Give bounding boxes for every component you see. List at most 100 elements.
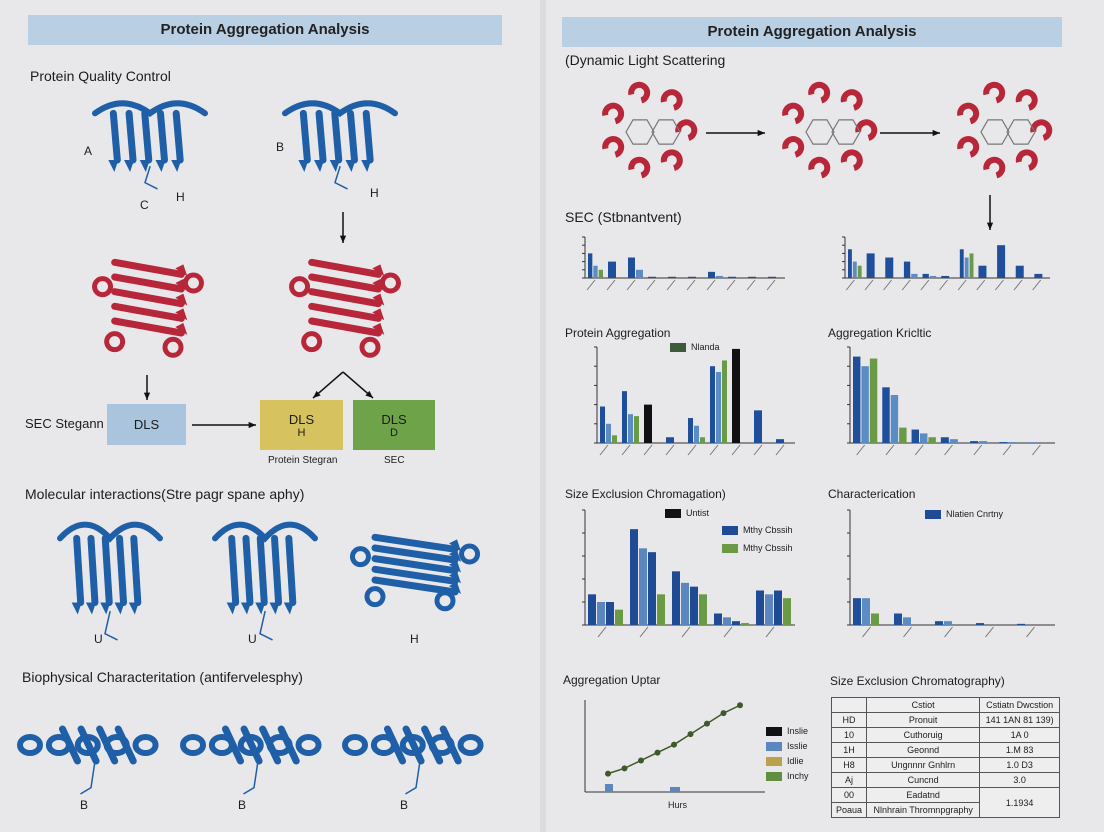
bar	[615, 609, 623, 625]
ribbon	[59, 725, 81, 765]
x-tick-label	[621, 444, 631, 456]
dls-green-box: DLS D	[353, 400, 435, 450]
x-tick-label	[746, 279, 756, 291]
ribbon	[371, 544, 459, 564]
bar	[588, 253, 593, 278]
yellow-box-caption: Protein Stegran	[268, 455, 338, 466]
ribbon	[308, 317, 382, 337]
helix-loop	[602, 136, 625, 158]
x-tick-label	[1013, 279, 1023, 291]
x-tick-label	[883, 279, 892, 291]
protein-structure-icon	[17, 725, 159, 795]
ring	[1006, 119, 1036, 145]
bar	[630, 529, 638, 625]
arrowhead	[329, 160, 340, 172]
data-point	[737, 702, 743, 709]
ribbon	[101, 534, 113, 606]
table-row: Aj Cuncnd 3.0	[830, 772, 1060, 788]
table-row: HD Pronuit 141 1AN 81 139)	[830, 712, 1060, 728]
bar	[1017, 623, 1025, 625]
uptake-legend: Inslie Isslie Idlie Inchy	[766, 726, 809, 786]
ribbon	[331, 109, 343, 164]
sec-stegann-label: SEC Stegann	[25, 416, 104, 431]
sec-data-table: Cstiot Cstiatn Dwcstion HD Pronuit 141 1AN …	[830, 697, 1060, 818]
table-cell: 1A 0	[979, 727, 1060, 743]
arrowhead	[449, 571, 461, 584]
bar	[700, 437, 705, 443]
helix-coil	[180, 734, 206, 756]
bar	[866, 253, 875, 278]
x-tick-label	[914, 444, 924, 456]
green-box-title: DLS	[381, 411, 407, 427]
ribbon	[87, 534, 99, 606]
bar	[657, 594, 665, 625]
helix-loop	[628, 156, 651, 179]
data-point	[654, 749, 661, 756]
bar	[732, 621, 740, 625]
ribbon	[111, 273, 185, 293]
protein-label-b: B	[276, 140, 285, 154]
bar	[944, 621, 952, 625]
sec2-legend-b: Mthy Cbssih Mthy Cbssih	[722, 525, 793, 561]
bar	[628, 257, 635, 278]
bar	[668, 276, 676, 278]
x-tick-label	[957, 279, 967, 291]
x-tick-label	[1032, 279, 1042, 291]
ribbon	[111, 302, 185, 322]
arrowhead	[175, 293, 188, 306]
arrowhead	[114, 602, 125, 615]
arrowhead	[372, 264, 385, 277]
bar	[672, 571, 680, 625]
arrowhead	[175, 323, 188, 335]
ribbon	[405, 760, 421, 795]
bar	[940, 437, 949, 443]
protein-label-c: C	[140, 198, 149, 212]
yellow-box-sub: H	[297, 426, 306, 439]
bar	[999, 442, 1008, 443]
ribbon	[402, 725, 425, 765]
bar	[848, 249, 852, 278]
protein-label-h: H	[176, 190, 185, 204]
helix-loop	[957, 102, 980, 125]
table-cell: Ungnnnr Gnhlrn	[866, 757, 981, 773]
characterization-title: Characterication	[828, 487, 916, 501]
arrowhead	[372, 293, 385, 306]
arrowhead	[124, 160, 135, 172]
ribbon	[92, 100, 208, 118]
bar	[949, 439, 958, 443]
bar	[783, 598, 791, 625]
sec-title: SEC (Stbnantvent)	[565, 209, 682, 225]
ribbon	[80, 760, 96, 795]
bar	[997, 245, 1006, 278]
bar	[964, 257, 969, 278]
bar	[903, 261, 911, 278]
x-tick-label	[973, 444, 983, 456]
arrowhead	[85, 602, 96, 615]
bar	[853, 356, 861, 443]
ribbon	[109, 109, 121, 164]
x-tick-label	[1031, 444, 1041, 456]
ribbon	[144, 165, 158, 190]
legend-label: Idlie	[787, 756, 804, 766]
table-row: 10 Cuthoruig 1A 0	[830, 727, 1060, 743]
helix-coil	[132, 734, 159, 756]
ribbon	[259, 610, 273, 641]
ribbon	[114, 725, 137, 765]
arrowhead	[128, 602, 139, 615]
table-title: Size Exclusion Chromatography)	[830, 674, 1005, 688]
arrowhead	[372, 308, 385, 321]
x-tick-label	[726, 279, 736, 291]
helix-loop	[1015, 89, 1038, 111]
x-tick-label	[687, 444, 697, 456]
section-molecular-interactions: Molecular interactions(Stre pagr spane a…	[25, 486, 305, 502]
ring	[980, 119, 1010, 145]
helix-coil	[457, 734, 484, 756]
table-row: 00 Eadatnd 1.1934	[830, 787, 1060, 818]
arrowhead	[108, 160, 119, 172]
table-cell: Cuthoruig	[866, 727, 981, 743]
bar	[979, 441, 988, 443]
sec2-legend-item: Mthy Cbssih	[722, 525, 793, 535]
ribbon	[271, 534, 283, 606]
section-biophysical-characterization: Biophysical Characteritation (antifervel…	[22, 669, 303, 685]
